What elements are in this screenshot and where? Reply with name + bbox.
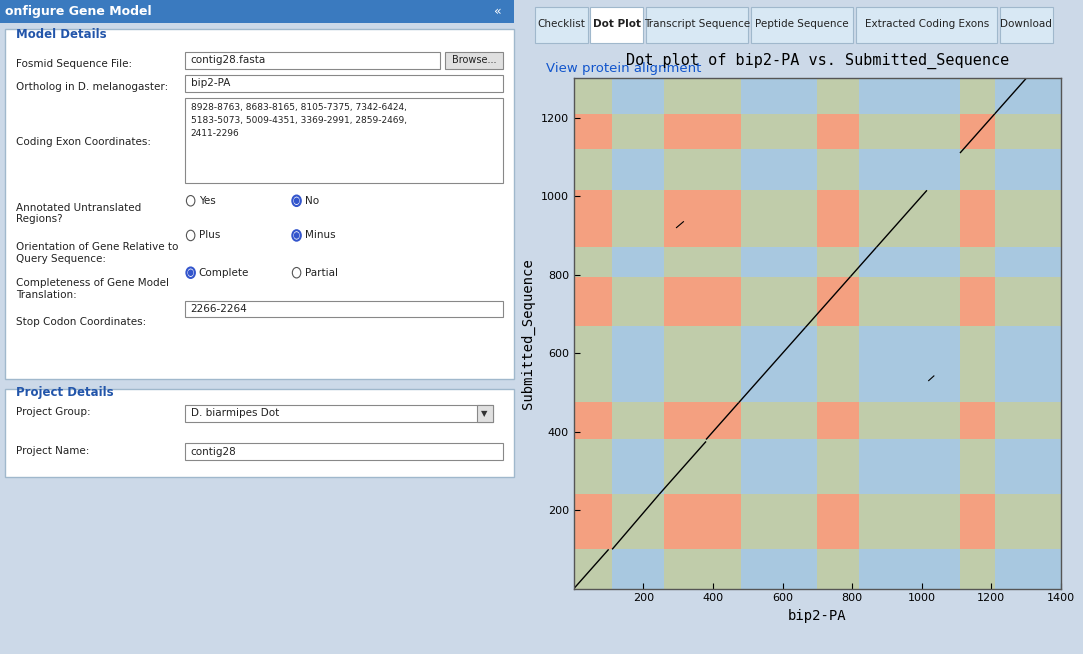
FancyBboxPatch shape [535, 7, 588, 43]
Text: 8928-8763, 8683-8165, 8105-7375, 7342-6424,: 8928-8763, 8683-8165, 8105-7375, 7342-64… [191, 103, 406, 112]
Text: Partial: Partial [304, 267, 338, 278]
Circle shape [186, 230, 195, 241]
Text: Stop Codon Coordinates:: Stop Codon Coordinates: [16, 317, 146, 327]
X-axis label: bip2-PA: bip2-PA [788, 609, 847, 623]
Text: 2266-2264: 2266-2264 [191, 304, 247, 314]
FancyBboxPatch shape [477, 405, 493, 422]
FancyBboxPatch shape [445, 52, 504, 69]
Circle shape [295, 233, 299, 238]
Circle shape [188, 270, 193, 275]
Text: Project Group:: Project Group: [16, 407, 91, 417]
Circle shape [186, 196, 195, 206]
Text: Complete: Complete [198, 267, 249, 278]
Text: Minus: Minus [304, 230, 335, 241]
Text: Model Details: Model Details [16, 27, 106, 41]
Text: Checklist: Checklist [537, 19, 585, 29]
Circle shape [186, 267, 195, 278]
FancyBboxPatch shape [751, 7, 853, 43]
Text: Download: Download [1001, 19, 1053, 29]
Text: bip2-PA: bip2-PA [191, 78, 230, 88]
FancyBboxPatch shape [185, 52, 440, 69]
Text: D. biarmipes Dot: D. biarmipes Dot [191, 408, 279, 419]
FancyBboxPatch shape [185, 405, 493, 422]
Text: ▼: ▼ [481, 409, 487, 418]
Text: Plus: Plus [198, 230, 220, 241]
Text: Project Details: Project Details [16, 386, 114, 399]
Text: Completeness of Gene Model
Translation:: Completeness of Gene Model Translation: [16, 278, 169, 300]
Text: 2411-2296: 2411-2296 [191, 129, 239, 138]
FancyBboxPatch shape [645, 7, 748, 43]
Y-axis label: Submitted_Sequence: Submitted_Sequence [521, 258, 535, 409]
Text: 5183-5073, 5009-4351, 3369-2991, 2859-2469,: 5183-5073, 5009-4351, 3369-2991, 2859-24… [191, 116, 406, 125]
Circle shape [292, 230, 301, 241]
Text: Transcript Sequence: Transcript Sequence [644, 19, 751, 29]
Text: Annotated Untranslated
Regions?: Annotated Untranslated Regions? [16, 203, 141, 224]
Text: Dot Plot: Dot Plot [592, 19, 641, 29]
Text: onfigure Gene Model: onfigure Gene Model [5, 5, 152, 18]
Text: No: No [304, 196, 318, 206]
Text: «: « [494, 5, 501, 18]
Title: Dot plot of bip2-PA vs. Submitted_Sequence: Dot plot of bip2-PA vs. Submitted_Sequen… [626, 52, 1009, 69]
FancyBboxPatch shape [185, 443, 504, 460]
FancyBboxPatch shape [856, 7, 997, 43]
FancyBboxPatch shape [1000, 7, 1053, 43]
Text: Yes: Yes [198, 196, 216, 206]
Text: Fosmid Sequence File:: Fosmid Sequence File: [16, 59, 132, 69]
FancyBboxPatch shape [5, 389, 513, 477]
FancyBboxPatch shape [5, 29, 513, 379]
FancyBboxPatch shape [590, 7, 643, 43]
Text: contig28.fasta: contig28.fasta [191, 56, 266, 65]
Text: Orientation of Gene Relative to
Query Sequence:: Orientation of Gene Relative to Query Se… [16, 242, 179, 264]
Circle shape [292, 267, 301, 278]
Text: Project Name:: Project Name: [16, 446, 89, 456]
Text: View protein alignment: View protein alignment [546, 61, 702, 75]
Text: Browse...: Browse... [452, 56, 496, 65]
Text: Ortholog in D. melanogaster:: Ortholog in D. melanogaster: [16, 82, 168, 92]
Circle shape [295, 198, 299, 203]
FancyBboxPatch shape [185, 75, 504, 92]
Text: Extracted Coding Exons: Extracted Coding Exons [864, 19, 989, 29]
Text: contig28: contig28 [191, 447, 236, 456]
FancyBboxPatch shape [0, 0, 513, 23]
FancyBboxPatch shape [185, 301, 504, 317]
Text: Coding Exon Coordinates:: Coding Exon Coordinates: [16, 137, 151, 147]
Text: Peptide Sequence: Peptide Sequence [755, 19, 849, 29]
FancyBboxPatch shape [185, 98, 504, 183]
Circle shape [292, 196, 301, 206]
